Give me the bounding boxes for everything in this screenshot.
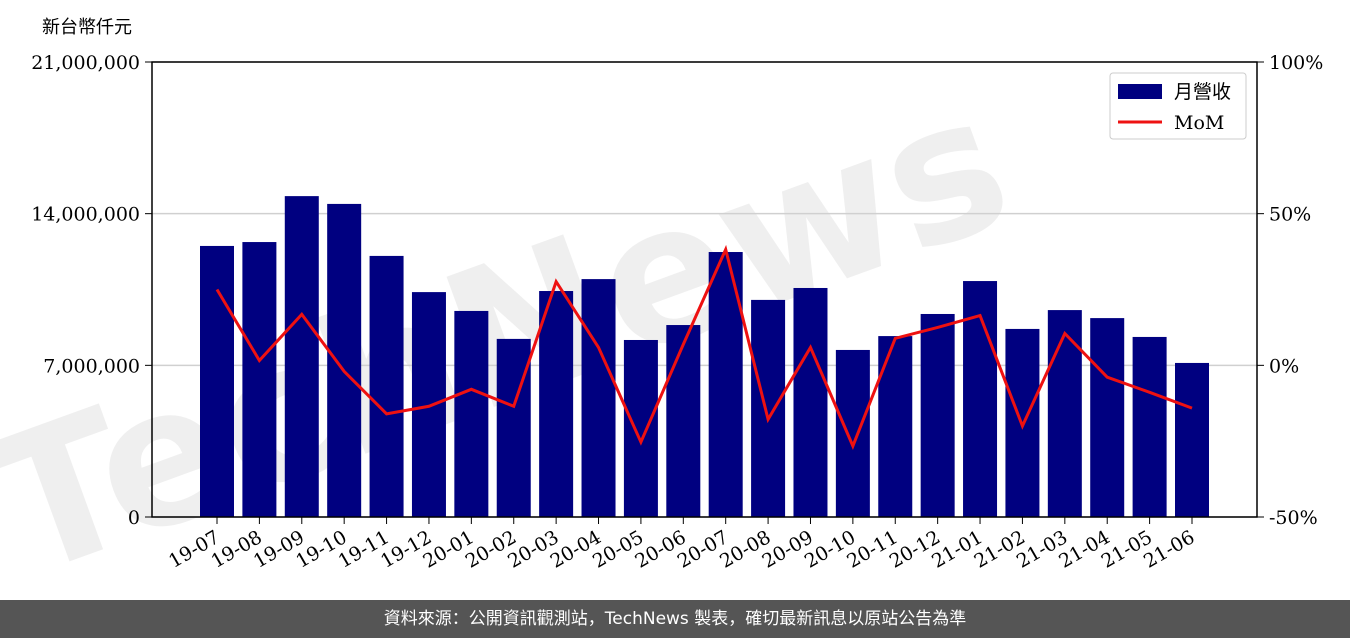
legend-label: MoM <box>1174 112 1224 134</box>
y-tick-label: 14,000,000 <box>31 204 140 226</box>
y-tick-label: 7,000,000 <box>43 355 140 377</box>
y2-tick-label: 100% <box>1269 52 1323 74</box>
mom-line <box>215 244 1193 450</box>
bar <box>666 325 701 517</box>
bar <box>1132 336 1167 517</box>
legend-label: 月營收 <box>1174 81 1231 103</box>
bar <box>411 292 446 517</box>
bar <box>1090 318 1125 517</box>
bar <box>327 203 362 517</box>
bar <box>1175 362 1209 517</box>
bar <box>539 291 574 517</box>
y2-tick-label: 0% <box>1269 355 1299 377</box>
bar <box>581 279 616 517</box>
plot-frame <box>151 61 1258 518</box>
bar <box>369 255 404 517</box>
bar <box>496 338 531 517</box>
bar <box>454 310 489 517</box>
y2-tick-label: 50% <box>1269 204 1311 226</box>
y2-tick-label: -50% <box>1269 507 1318 529</box>
chart: TechNews 新台幣仟元 07,000,00014,000,00021,00… <box>0 17 1323 600</box>
y-axis-label: 新台幣仟元 <box>42 17 132 38</box>
bar <box>793 287 828 517</box>
legend-swatch <box>1118 84 1162 99</box>
bar <box>835 349 870 517</box>
bar <box>623 339 658 517</box>
bar <box>284 196 319 517</box>
bar <box>242 242 277 518</box>
bar <box>920 313 955 517</box>
bar <box>963 281 998 517</box>
bar <box>751 299 786 517</box>
footer: 資料來源：公開資訊觀測站，TechNews 製表，確切最新訊息以原站公告為準 <box>0 600 1350 638</box>
y-tick-label: 0 <box>128 507 140 529</box>
bar <box>1047 310 1082 517</box>
y-tick-label: 21,000,000 <box>31 52 140 74</box>
bar <box>878 336 913 517</box>
bar <box>200 245 234 517</box>
